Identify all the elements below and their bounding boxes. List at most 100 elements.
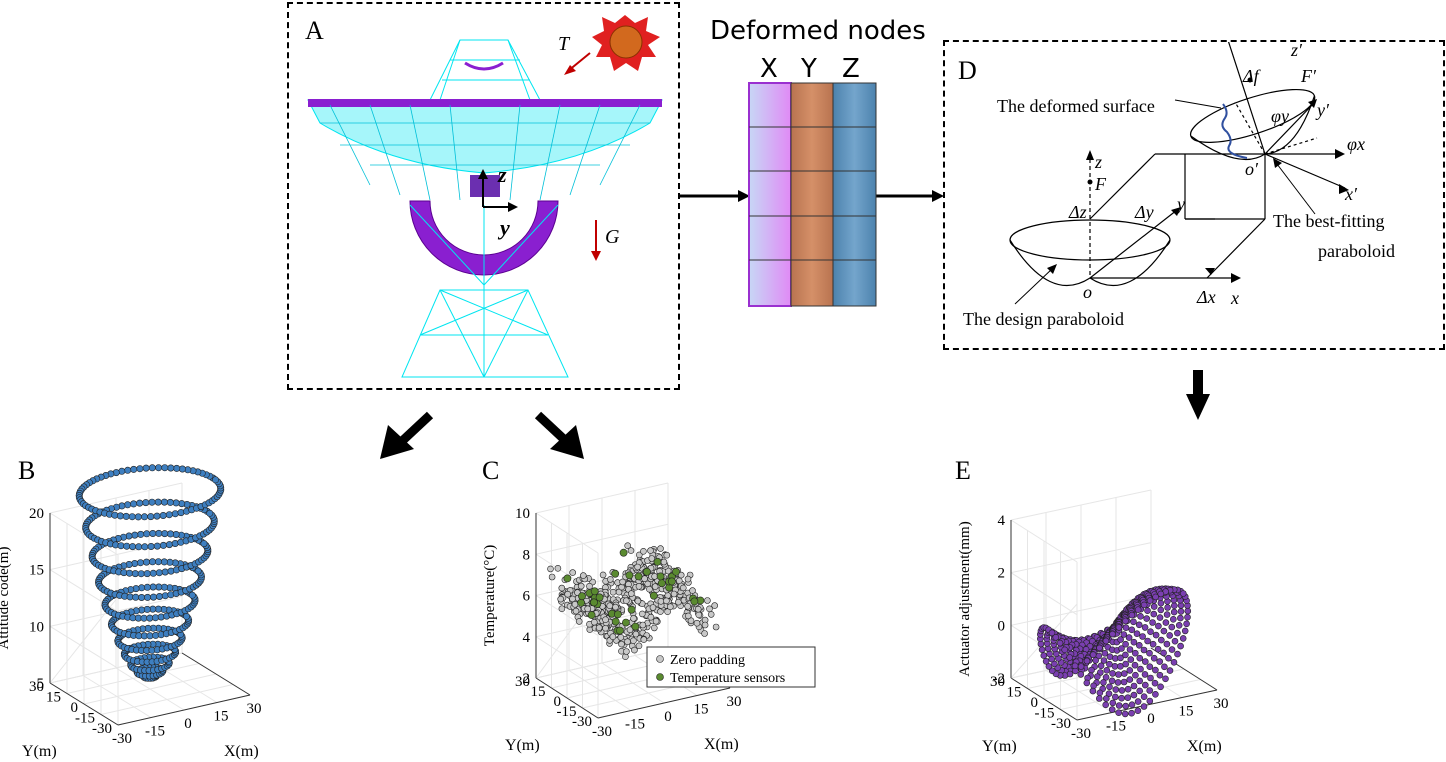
d-y: y bbox=[1175, 194, 1185, 214]
zero-padding-point bbox=[628, 590, 635, 597]
zero-padding-point bbox=[640, 548, 647, 555]
z-tick-label: 4 bbox=[523, 630, 531, 646]
actuator-point bbox=[1071, 662, 1079, 670]
actuator-point bbox=[1168, 623, 1176, 631]
legend-zero-padding: Zero padding bbox=[670, 653, 745, 668]
legend-grey-marker bbox=[656, 655, 664, 663]
actuator-point bbox=[1163, 611, 1171, 618]
zero-padding-point bbox=[685, 612, 692, 620]
actuator-point bbox=[1158, 636, 1165, 644]
data-point bbox=[160, 498, 168, 506]
data-point bbox=[135, 543, 143, 551]
zero-padding-point bbox=[571, 601, 579, 608]
flow-arrows-top bbox=[678, 190, 944, 202]
actuator-point bbox=[1096, 689, 1104, 697]
x-tick-label: -15 bbox=[625, 717, 645, 733]
actuator-point bbox=[1045, 663, 1053, 670]
actuator-point bbox=[1103, 695, 1110, 702]
y-tick-label: -30 bbox=[572, 714, 592, 730]
data-point bbox=[136, 465, 144, 473]
actuator-point bbox=[1184, 613, 1191, 621]
zero-padding-point bbox=[609, 633, 617, 640]
zero-padding-point bbox=[580, 572, 587, 579]
data-point bbox=[149, 558, 157, 566]
data-point bbox=[131, 531, 139, 539]
zero-padding-point bbox=[652, 617, 660, 625]
actuator-point bbox=[1083, 657, 1091, 665]
zero-padding-point bbox=[646, 585, 653, 593]
actuator-point bbox=[1122, 617, 1129, 625]
panel-a-label: A bbox=[305, 16, 324, 45]
zero-padding-point bbox=[599, 571, 607, 579]
flow-arrows-bottom bbox=[380, 370, 1210, 459]
actuator-point bbox=[1139, 633, 1146, 640]
data-point bbox=[131, 560, 139, 568]
temperature-sensor-point bbox=[672, 567, 680, 576]
y-tick-label: 30 bbox=[990, 674, 1005, 690]
zero-padding-point bbox=[631, 646, 638, 654]
actuator-point bbox=[1149, 640, 1157, 648]
data-point bbox=[130, 500, 138, 508]
temperature-sensor-point bbox=[621, 618, 630, 627]
zero-padding-point bbox=[660, 558, 668, 566]
data-point bbox=[130, 465, 138, 473]
actuator-point bbox=[1115, 624, 1123, 631]
actuator-point bbox=[1112, 693, 1119, 701]
zero-padding-point bbox=[636, 551, 643, 559]
actuator-point bbox=[1128, 709, 1135, 717]
force-t-label: T bbox=[558, 33, 571, 55]
zero-padding-point bbox=[627, 547, 635, 554]
data-point bbox=[138, 594, 146, 602]
temperature-sensor-point bbox=[625, 571, 634, 580]
best-fit-label-2: paraboloid bbox=[1318, 241, 1395, 261]
data-point bbox=[137, 570, 145, 578]
zero-padding-point bbox=[689, 587, 696, 594]
data-point bbox=[149, 583, 157, 591]
z-tick-label: 20 bbox=[29, 506, 44, 522]
zero-padding-point bbox=[557, 595, 564, 603]
actuator-point bbox=[1038, 646, 1046, 653]
z-tick-label: 2 bbox=[998, 566, 1006, 582]
y-tick-label: -15 bbox=[1035, 706, 1055, 722]
data-point bbox=[122, 512, 130, 520]
zero-padding-point bbox=[651, 624, 658, 632]
d-o-prime: o′ bbox=[1245, 159, 1259, 179]
zero-padding-point bbox=[675, 598, 682, 606]
zero-padding-point bbox=[623, 648, 630, 655]
actuator-point bbox=[1146, 649, 1153, 657]
x-tick-label: -30 bbox=[112, 731, 132, 747]
actuator-point bbox=[1046, 650, 1053, 658]
actuator-point bbox=[1161, 663, 1168, 671]
data-point bbox=[143, 570, 151, 578]
data-point bbox=[172, 499, 180, 507]
actuator-point bbox=[1127, 656, 1135, 663]
z-tick-label: 0 bbox=[998, 618, 1006, 634]
actuator-point bbox=[1163, 640, 1171, 648]
zero-padding-point bbox=[630, 615, 637, 622]
d-o: o bbox=[1083, 282, 1092, 302]
actuator-point bbox=[1106, 683, 1113, 691]
zero-padding-point bbox=[684, 575, 692, 583]
actuator-point bbox=[1156, 614, 1164, 621]
actuator-point bbox=[1170, 608, 1178, 616]
zero-padding-point bbox=[639, 621, 647, 629]
x-tick-label: -30 bbox=[1071, 726, 1091, 742]
axis-y-label: y bbox=[497, 215, 510, 240]
paraboloid-fitting-diagram: The deformed surface The best-fitting pa… bbox=[963, 42, 1395, 329]
actuator-point bbox=[1106, 660, 1113, 668]
actuator-point bbox=[1140, 703, 1148, 710]
y-tick-label: -30 bbox=[92, 721, 112, 737]
actuator-point bbox=[1101, 650, 1109, 657]
actuator-point bbox=[1115, 671, 1122, 678]
data-point bbox=[149, 569, 157, 577]
zero-padding-point bbox=[704, 597, 711, 604]
zero-padding-point bbox=[694, 605, 702, 613]
legend-green-marker bbox=[656, 673, 664, 681]
actuator-point bbox=[1088, 666, 1095, 674]
actuator-point bbox=[1140, 646, 1148, 654]
actuator-point bbox=[1102, 637, 1110, 645]
actuator-point bbox=[1156, 671, 1164, 679]
actuator-point bbox=[1130, 682, 1138, 690]
